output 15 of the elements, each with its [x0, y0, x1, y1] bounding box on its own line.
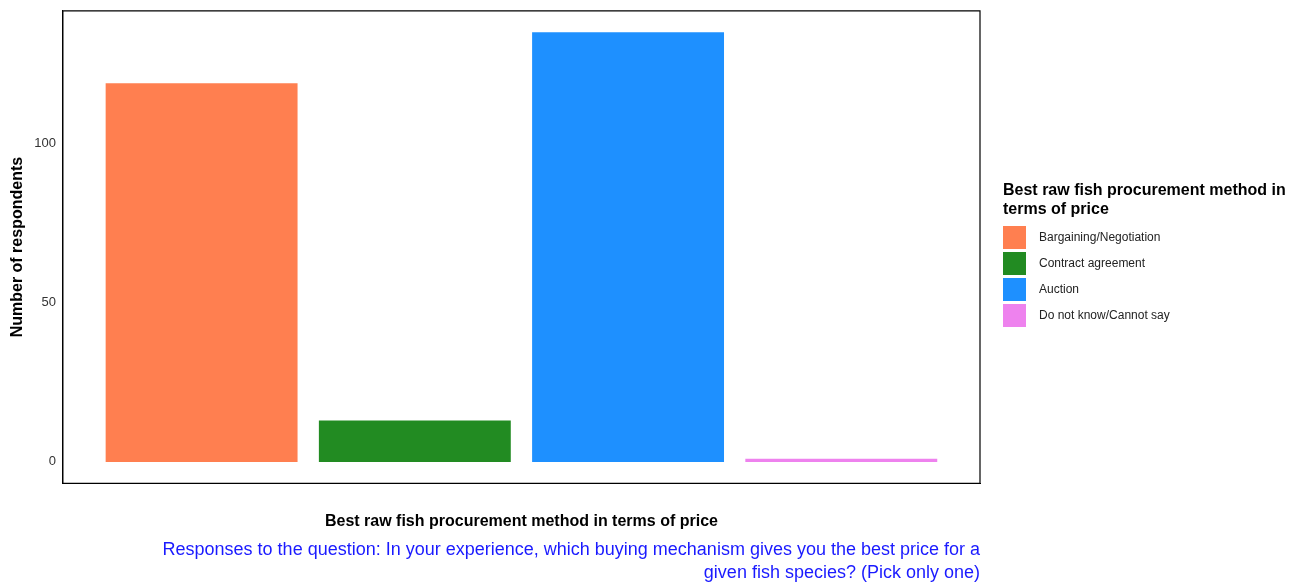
y-tick-label: 0: [48, 453, 56, 469]
x-axis-title: Best raw fish procurement method in terms of price: [324, 511, 719, 529]
y-tick-label: 50: [41, 294, 56, 310]
text: Responses to the question: In your experience, which buying mechanism gives you the best price for a given fish species? (Pick only one): [161, 538, 980, 584]
legend-label: Bargaining/Negotiation: [1039, 230, 1161, 244]
bar: [745, 458, 938, 462]
legend-label: Contract agreement: [1039, 256, 1146, 270]
y-tick-label: 100: [34, 135, 56, 151]
bar: [105, 83, 298, 462]
legend-label: Do not know/Cannot say: [1039, 308, 1170, 322]
legend-label: Auction: [1039, 282, 1080, 296]
bar: [318, 420, 511, 462]
bar: [532, 32, 725, 462]
legend-title: Best raw fish procurement method in terms of price: [1003, 180, 1287, 218]
y-axis-title: Number of respondents: [8, 156, 26, 338]
